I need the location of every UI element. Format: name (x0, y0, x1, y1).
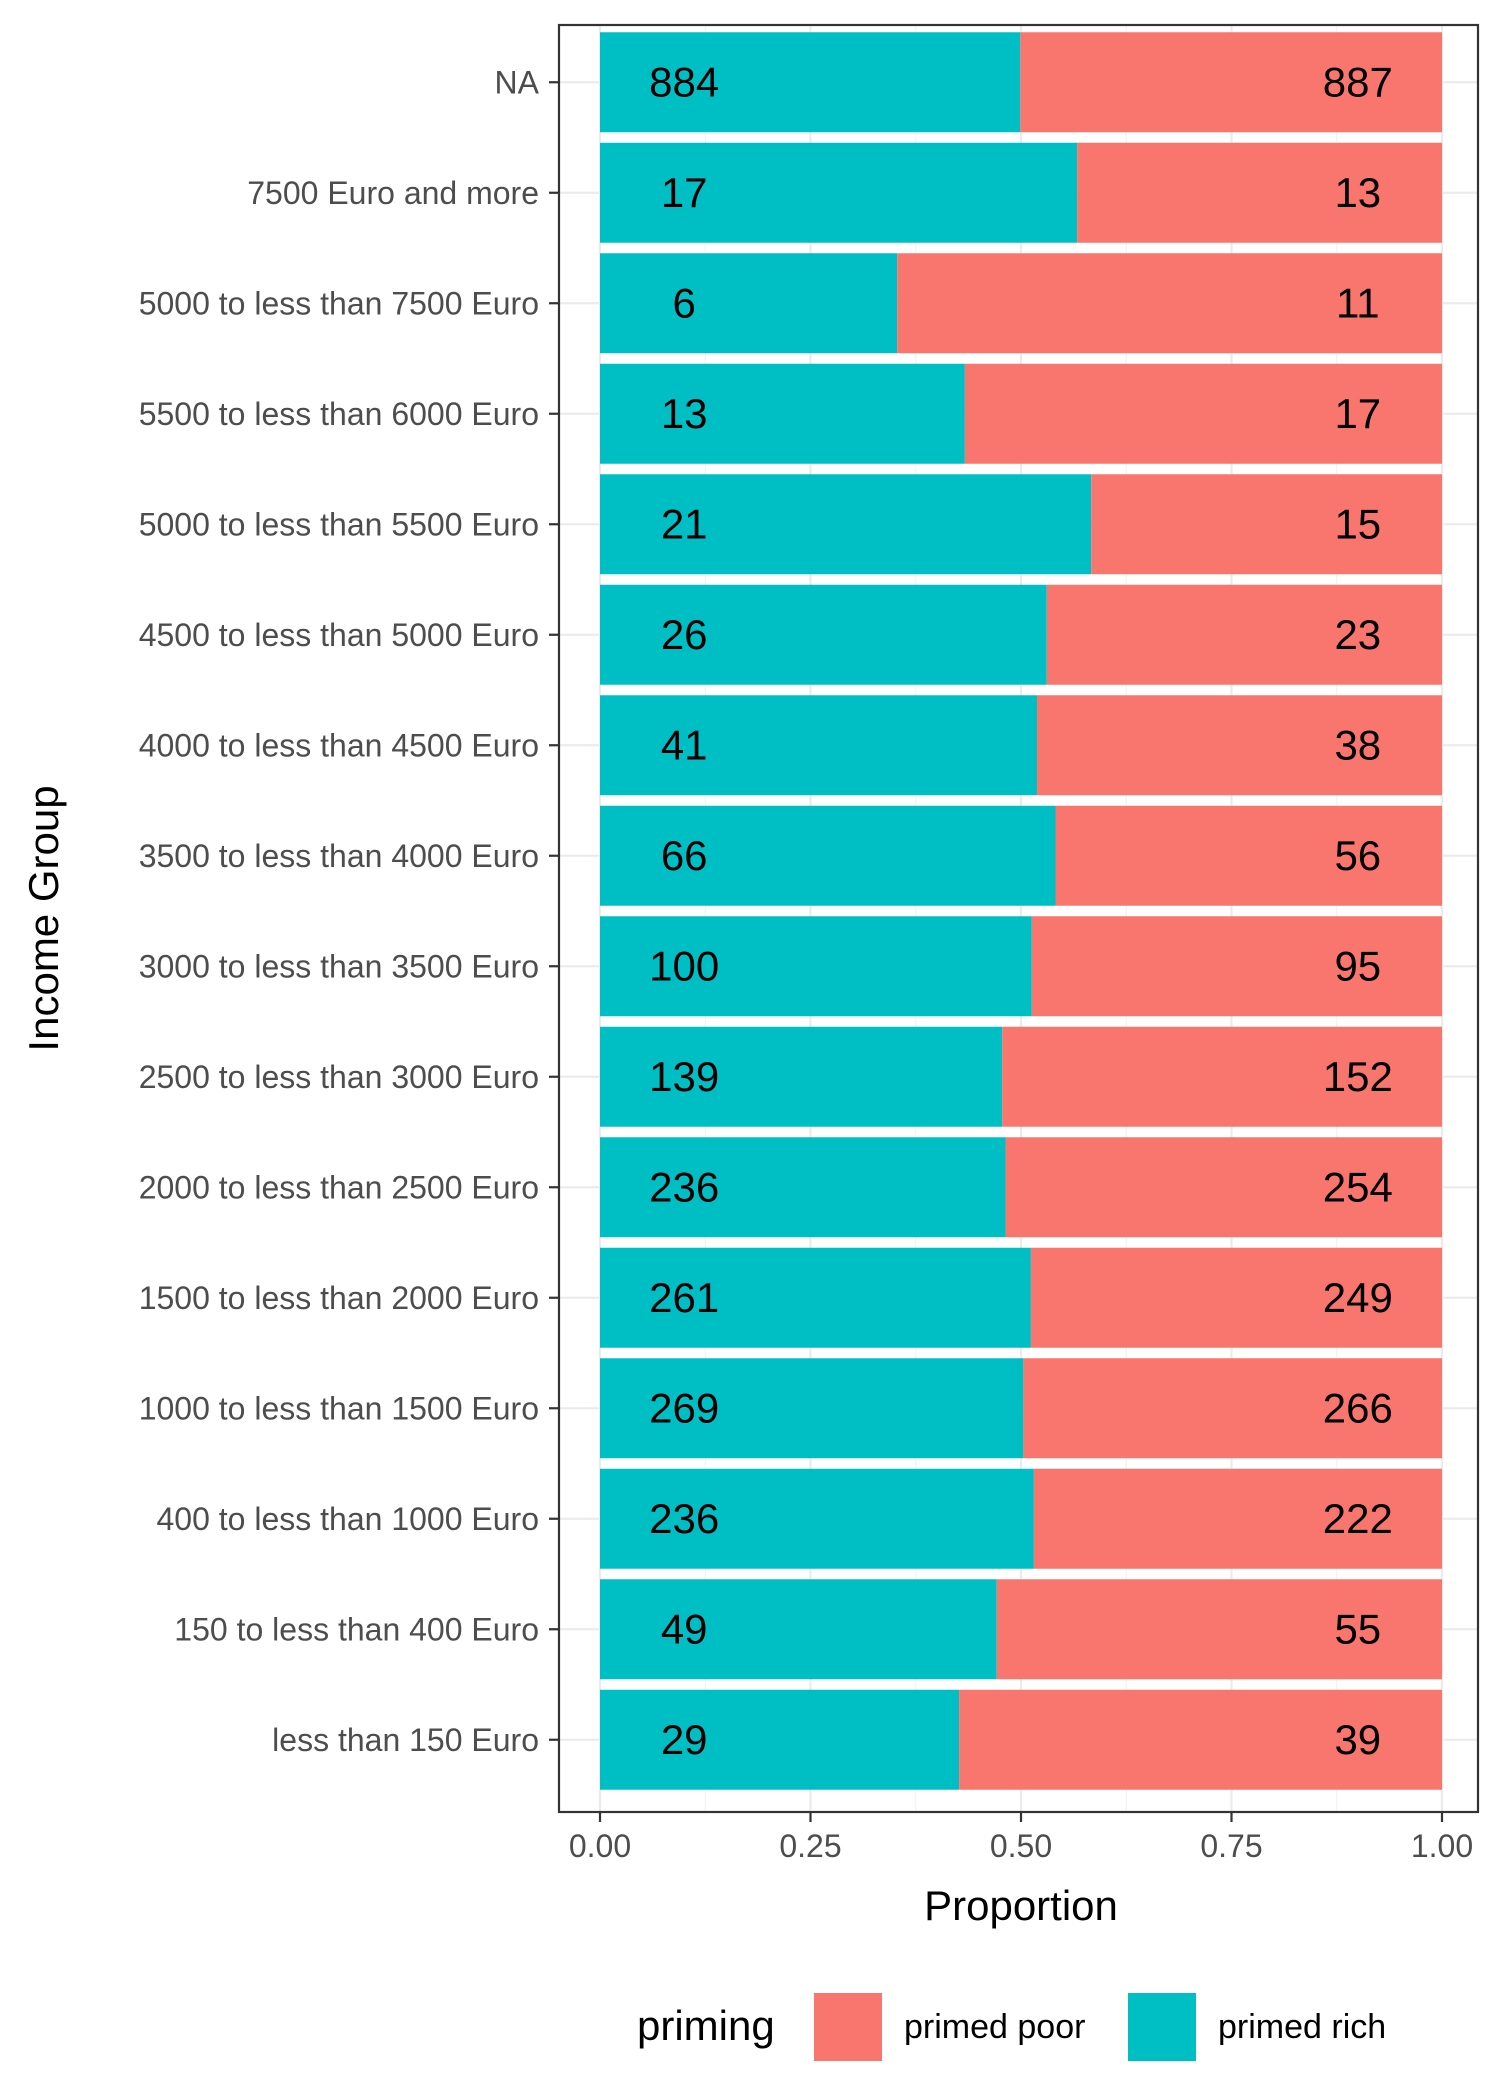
bar-primed-poor (1031, 916, 1442, 1017)
bar-primed-rich (600, 1468, 1034, 1569)
y-tick-label: 4500 to less than 5000 Euro (139, 617, 539, 653)
bar-label-primed-poor: 249 (1323, 1274, 1393, 1321)
legend-title: priming (637, 2002, 775, 2049)
bar-label-primed-rich: 236 (649, 1495, 719, 1542)
y-tick-label: 5000 to less than 5500 Euro (139, 506, 539, 542)
bar-primed-poor (1036, 695, 1442, 796)
bar-label-primed-rich: 41 (661, 721, 708, 768)
y-tick-label: 3000 to less than 3500 Euro (139, 948, 539, 984)
bar-label-primed-poor: 254 (1323, 1163, 1393, 1210)
y-axis: NA 7500 Euro and more 5000 to less than 75… (139, 64, 559, 1758)
x-tick-label: 0.50 (990, 1828, 1052, 1864)
y-axis-title: Income Group (20, 785, 67, 1051)
y-tick-label: 400 to less than 1000 Euro (157, 1501, 540, 1537)
bar-primed-rich (600, 253, 898, 354)
bar-label-primed-poor: 55 (1334, 1605, 1381, 1652)
bar-primed-poor (1091, 474, 1442, 575)
x-tick-label: 0.25 (779, 1828, 841, 1864)
stacked-bars (600, 32, 1442, 1790)
bar-label-primed-rich: 29 (661, 1716, 708, 1763)
bar-primed-rich (600, 1579, 997, 1680)
bar-primed-poor (1055, 805, 1442, 906)
bar-primed-poor (1005, 1137, 1442, 1238)
y-tick-label: NA (495, 64, 540, 100)
legend-key (1128, 1993, 1196, 2061)
bar-primed-poor (897, 253, 1442, 354)
bar-label-primed-rich: 261 (649, 1274, 719, 1321)
bar-primed-poor (1030, 1247, 1442, 1348)
y-tick-label: 5000 to less than 7500 Euro (139, 285, 539, 321)
bar-primed-rich (600, 916, 1032, 1017)
bar-label-primed-rich: 6 (673, 279, 696, 326)
bar-primed-poor (1023, 1358, 1442, 1459)
bar-primed-rich (600, 474, 1092, 575)
y-tick-label: 3500 to less than 4000 Euro (139, 838, 539, 874)
bar-primed-rich (600, 805, 1056, 906)
bar-primed-poor (1077, 142, 1442, 243)
y-tick-label: 2500 to less than 3000 Euro (139, 1059, 539, 1095)
y-tick-label: 1000 to less than 1500 Euro (139, 1390, 539, 1426)
bar-label-primed-poor: 152 (1323, 1053, 1393, 1100)
x-axis: 0.00 0.25 0.50 0.75 1.00 (569, 1812, 1473, 1864)
bar-primed-poor (959, 1689, 1442, 1790)
bar-primed-rich (600, 1247, 1031, 1348)
bar-primed-poor (1020, 32, 1442, 133)
bar-label-primed-poor: 266 (1323, 1384, 1393, 1431)
bar-primed-poor (996, 1579, 1442, 1680)
x-tick-label: 0.00 (569, 1828, 631, 1864)
legend-key (814, 1993, 882, 2061)
bar-count-labels: 884 887 17 13 6 11 13 17 21 15 26 23 41 38 66 56 100 95 13… (649, 58, 1393, 1763)
bar-label-primed-rich: 21 (661, 500, 708, 547)
y-tick-label: less than 150 Euro (272, 1722, 539, 1758)
legend-label: primed poor (904, 2008, 1085, 2046)
bar-label-primed-rich: 269 (649, 1384, 719, 1431)
bar-label-primed-poor: 13 (1334, 169, 1381, 216)
bar-label-primed-rich: 66 (661, 832, 708, 879)
bar-label-primed-rich: 13 (661, 390, 708, 437)
y-tick-label: 1500 to less than 2000 Euro (139, 1280, 539, 1316)
x-tick-label: 0.75 (1200, 1828, 1262, 1864)
bar-label-primed-rich: 100 (649, 942, 719, 989)
bar-label-primed-poor: 887 (1323, 58, 1393, 105)
bar-label-primed-poor: 38 (1334, 721, 1381, 768)
bar-label-primed-rich: 17 (661, 169, 708, 216)
bar-primed-poor (1046, 584, 1442, 685)
bar-primed-rich (600, 363, 965, 464)
y-tick-label: 4000 to less than 4500 Euro (139, 727, 539, 763)
bar-label-primed-rich: 26 (661, 611, 708, 658)
bar-label-primed-poor: 56 (1334, 832, 1381, 879)
bar-primed-rich (600, 32, 1021, 133)
bar-label-primed-poor: 15 (1334, 500, 1381, 547)
bar-label-primed-poor: 222 (1323, 1495, 1393, 1542)
bar-label-primed-poor: 11 (1336, 279, 1380, 326)
bar-label-primed-poor: 39 (1334, 1716, 1381, 1763)
bar-primed-rich (600, 584, 1047, 685)
bar-primed-rich (600, 695, 1037, 796)
bar-primed-rich (600, 1026, 1003, 1127)
bar-primed-rich (600, 1137, 1006, 1238)
bar-primed-poor (1033, 1468, 1442, 1569)
bar-primed-poor (964, 363, 1442, 464)
bar-primed-poor (1002, 1026, 1442, 1127)
bar-label-primed-poor: 95 (1334, 942, 1381, 989)
x-axis-title: Proportion (924, 1882, 1118, 1929)
bar-label-primed-rich: 884 (649, 58, 719, 105)
bar-primed-rich (600, 142, 1078, 243)
y-tick-label: 5500 to less than 6000 Euro (139, 396, 539, 432)
bar-label-primed-poor: 17 (1334, 390, 1381, 437)
bar-primed-rich (600, 1689, 960, 1790)
bar-label-primed-poor: 23 (1334, 611, 1381, 658)
panel-border (557, 23, 1480, 1814)
bar-label-primed-rich: 49 (661, 1605, 708, 1652)
x-tick-label: 1.00 (1411, 1828, 1473, 1864)
legend-label: primed rich (1218, 2008, 1386, 2046)
bar-label-primed-rich: 139 (649, 1053, 719, 1100)
legend: priming primed poor primed rich (637, 1993, 1386, 2061)
bar-primed-rich (600, 1358, 1024, 1459)
y-tick-label: 150 to less than 400 Euro (174, 1611, 539, 1647)
bar-label-primed-rich: 236 (649, 1163, 719, 1210)
y-tick-label: 2000 to less than 2500 Euro (139, 1169, 539, 1205)
y-tick-label: 7500 Euro and more (247, 175, 539, 211)
